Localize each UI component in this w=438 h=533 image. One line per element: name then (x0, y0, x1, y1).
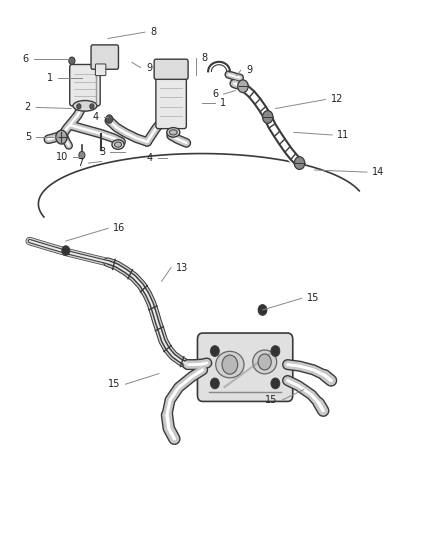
Text: 12: 12 (331, 94, 343, 104)
Circle shape (77, 104, 81, 109)
Text: 4: 4 (147, 154, 153, 163)
Text: 3: 3 (99, 147, 105, 157)
FancyBboxPatch shape (156, 76, 186, 128)
FancyBboxPatch shape (95, 64, 106, 76)
FancyBboxPatch shape (198, 333, 293, 401)
Circle shape (258, 354, 271, 370)
Circle shape (262, 111, 273, 123)
Text: 5: 5 (25, 132, 31, 142)
Circle shape (90, 104, 94, 109)
Ellipse shape (73, 101, 97, 111)
Circle shape (271, 346, 280, 357)
Circle shape (294, 157, 305, 169)
Ellipse shape (170, 130, 177, 135)
Text: 8: 8 (150, 27, 156, 37)
Text: 2: 2 (25, 102, 31, 112)
Circle shape (106, 115, 113, 123)
Circle shape (79, 151, 85, 159)
Text: 1: 1 (46, 73, 53, 83)
Circle shape (56, 130, 67, 144)
Text: 16: 16 (113, 223, 126, 233)
Text: 4: 4 (92, 112, 99, 122)
Ellipse shape (115, 142, 121, 147)
Text: 1: 1 (220, 98, 226, 108)
Circle shape (211, 346, 219, 357)
Text: 11: 11 (337, 130, 350, 140)
Circle shape (69, 57, 75, 64)
Ellipse shape (112, 140, 124, 149)
FancyBboxPatch shape (70, 64, 100, 106)
Text: 15: 15 (108, 379, 120, 389)
Ellipse shape (253, 350, 277, 374)
Circle shape (271, 378, 280, 389)
Text: 15: 15 (307, 293, 319, 303)
Text: 13: 13 (177, 263, 189, 272)
Text: 10: 10 (56, 152, 68, 162)
Circle shape (258, 305, 267, 316)
Text: 6: 6 (212, 89, 218, 99)
Text: 7: 7 (77, 158, 83, 168)
Circle shape (62, 246, 70, 255)
Text: 6: 6 (23, 54, 29, 63)
Text: 8: 8 (201, 53, 208, 63)
Text: 9: 9 (246, 66, 252, 75)
Ellipse shape (216, 351, 244, 378)
Text: 15: 15 (265, 395, 277, 405)
Circle shape (222, 355, 238, 374)
FancyBboxPatch shape (91, 45, 118, 69)
Text: 9: 9 (146, 63, 152, 72)
Circle shape (211, 378, 219, 389)
Text: 14: 14 (372, 167, 385, 177)
Circle shape (238, 80, 248, 93)
Ellipse shape (167, 127, 180, 137)
FancyBboxPatch shape (154, 59, 188, 79)
